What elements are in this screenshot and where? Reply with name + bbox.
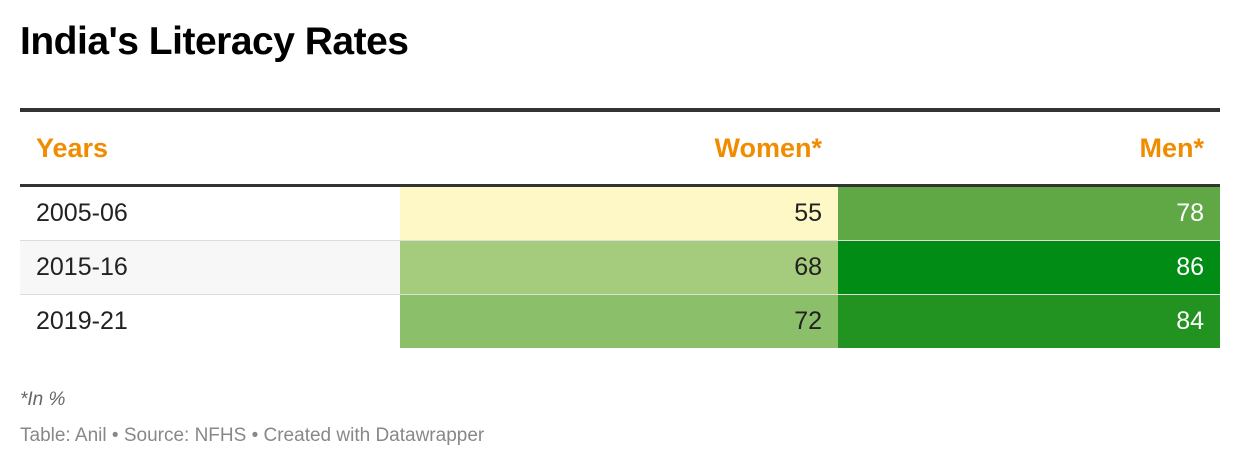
column-header-women[interactable]: Women* — [400, 112, 838, 187]
table-row: 2005-06 55 78 — [20, 185, 1220, 241]
year-cell: 2015-16 — [20, 240, 400, 295]
chart-title: India's Literacy Rates — [20, 20, 409, 63]
men-value-cell: 86 — [838, 240, 1220, 295]
year-cell: 2019-21 — [20, 294, 400, 348]
table-header-row: Years Women* Men* — [20, 112, 1220, 187]
column-header-years[interactable]: Years — [20, 112, 400, 187]
literacy-table: Years Women* Men* 2005-06 55 78 2015-16 … — [20, 108, 1220, 348]
table-row: 2015-16 68 86 — [20, 240, 1220, 295]
table-body: 2005-06 55 78 2015-16 68 86 2019-21 72 8… — [20, 185, 1220, 348]
source-credits: Table: Anil • Source: NFHS • Created wit… — [20, 425, 485, 446]
women-value-cell: 55 — [400, 185, 838, 241]
women-value-cell: 72 — [400, 294, 838, 348]
men-value-cell: 78 — [838, 185, 1220, 241]
table-top-rule — [20, 108, 1220, 112]
year-cell: 2005-06 — [20, 185, 400, 241]
footnote: *In % — [20, 389, 66, 410]
women-value-cell: 68 — [400, 240, 838, 295]
table-row: 2019-21 72 84 — [20, 294, 1220, 348]
men-value-cell: 84 — [838, 294, 1220, 348]
column-header-men[interactable]: Men* — [838, 112, 1220, 187]
